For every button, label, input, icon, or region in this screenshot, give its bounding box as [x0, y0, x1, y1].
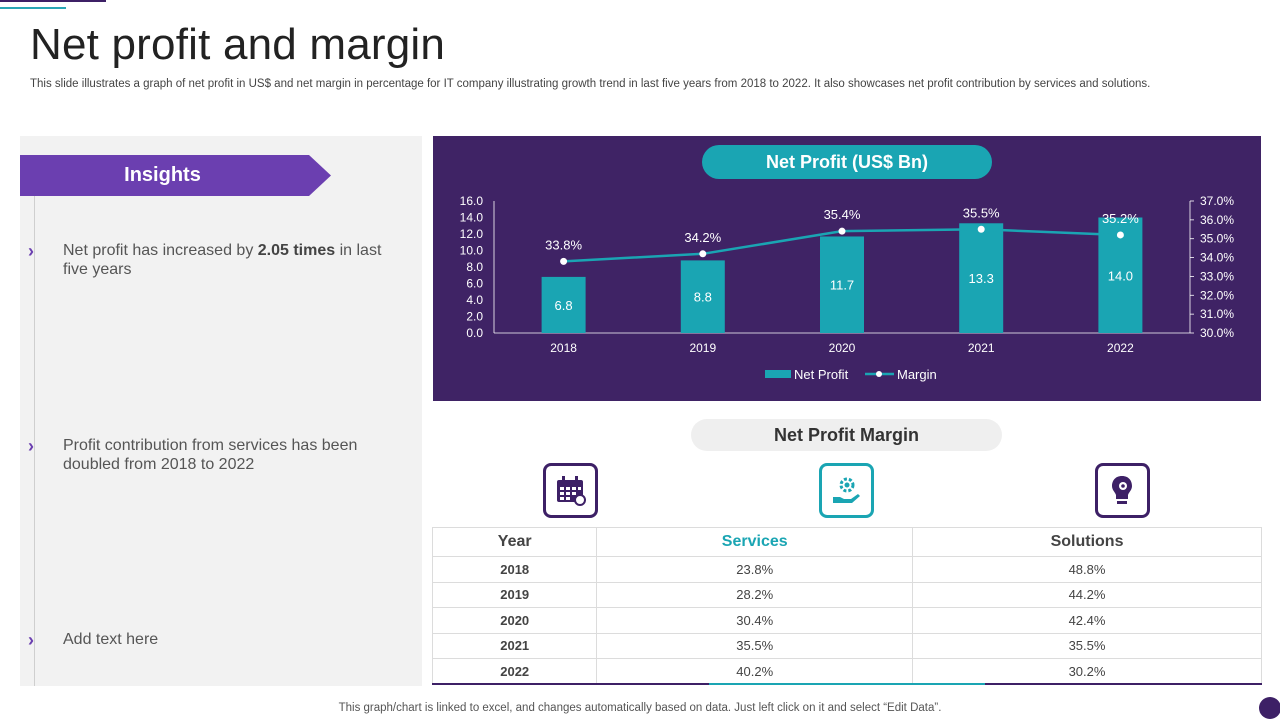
- table-row: 2018 23.8% 48.8%: [431, 556, 1262, 583]
- left-axis-tick-label: 4.0: [466, 293, 483, 307]
- bar-data-label: 6.8: [555, 298, 573, 313]
- net-profit-margin-table: Year Services Solutions 2018 23.8% 48.8%…: [431, 527, 1262, 685]
- header-year: Year: [431, 527, 598, 557]
- footer-note: This graph/chart is linked to excel, and…: [338, 702, 942, 714]
- chevron-right-icon: ›: [28, 630, 34, 650]
- left-axis-tick-label: 8.0: [466, 260, 483, 274]
- insight-text-1-start: Net profit has increased by: [63, 242, 258, 259]
- cell-solutions: 30.2%: [912, 658, 1262, 685]
- cell-services: 30.4%: [596, 607, 914, 634]
- corner-dot: [1259, 697, 1280, 719]
- x-axis-tick-label: 2018: [550, 341, 577, 355]
- insight-item-2: › Profit contribution from services has …: [28, 436, 393, 474]
- x-axis-tick-label: 2021: [968, 341, 995, 355]
- right-axis-tick-label: 34.0%: [1200, 251, 1234, 265]
- bar-data-label: 13.3: [969, 271, 994, 286]
- insights-heading: Insights: [124, 164, 201, 186]
- cell-year: 2022: [431, 658, 598, 685]
- margin-data-label: 33.8%: [545, 237, 582, 252]
- x-axis-tick-label: 2019: [689, 341, 716, 355]
- header-services: Services: [596, 527, 914, 557]
- margin-data-label: 35.4%: [824, 207, 861, 222]
- bar-data-label: 11.7: [830, 278, 854, 293]
- right-axis-tick-label: 31.0%: [1200, 307, 1234, 321]
- margin-point: [560, 257, 568, 265]
- left-axis-tick-label: 10.0: [460, 244, 484, 258]
- chart-title: Net Profit (US$ Bn): [702, 145, 992, 179]
- left-axis-tick-label: 14.0: [460, 211, 484, 225]
- left-axis-tick-label: 6.0: [466, 277, 483, 291]
- cell-services: 23.8%: [596, 556, 914, 583]
- bar-data-label: 8.8: [694, 290, 712, 305]
- left-axis-tick-label: 12.0: [460, 227, 484, 241]
- right-axis-tick-label: 36.0%: [1200, 213, 1234, 227]
- header-solutions: Solutions: [912, 527, 1262, 557]
- gear-hand-icon: [819, 463, 874, 518]
- insight-text-2: Profit contribution from services has be…: [63, 437, 358, 473]
- margin-data-label: 35.2%: [1102, 211, 1139, 226]
- right-axis-tick-label: 33.0%: [1200, 269, 1234, 283]
- table-row: 2022 40.2% 30.2%: [431, 658, 1262, 685]
- top-accent-line-teal: [0, 7, 66, 9]
- cell-solutions: 35.5%: [912, 632, 1262, 659]
- cell-year: 2018: [431, 556, 598, 583]
- table-row: 2021 35.5% 35.5%: [431, 632, 1262, 659]
- legend-marker-margin: [876, 371, 882, 377]
- insight-text-1-bold: 2.05 times: [257, 242, 336, 259]
- table-row: 2020 30.4% 42.4%: [431, 607, 1262, 634]
- left-axis-tick-label: 0.0: [466, 326, 483, 340]
- table-bottom-border-accent: [709, 683, 985, 685]
- cell-solutions: 42.4%: [912, 607, 1262, 634]
- margin-point: [1116, 231, 1124, 239]
- bar-data-label: 14.0: [1108, 268, 1133, 283]
- left-axis-tick-label: 2.0: [466, 310, 483, 324]
- bulb-gear-icon: [1095, 463, 1150, 518]
- insight-text-1-end: in last five years: [63, 242, 382, 278]
- insights-divider-line: [34, 196, 35, 686]
- legend-label-margin: Margin: [897, 367, 937, 382]
- top-accent-line: [0, 0, 106, 2]
- net-profit-chart[interactable]: 0.0 2.0 4.0 6.0 8.0 10.0 12.0 14.0 16.0 30.0% 31.0…: [433, 136, 1261, 401]
- margin-data-label: 34.2%: [684, 230, 721, 245]
- cell-year: 2021: [431, 632, 598, 659]
- x-axis-tick-label: 2022: [1107, 341, 1134, 355]
- margin-point: [699, 250, 707, 258]
- right-axis-tick-label: 32.0%: [1200, 288, 1234, 302]
- insight-text-3[interactable]: Add text here: [63, 631, 159, 648]
- insight-item-3: › Add text here: [28, 630, 393, 649]
- right-axis-tick-label: 30.0%: [1200, 326, 1234, 340]
- insights-panel: [20, 136, 422, 686]
- margin-point: [977, 225, 985, 233]
- legend-label-net-profit: Net Profit: [794, 367, 849, 382]
- insight-item-1: › Net profit has increased by 2.05 times…: [28, 241, 393, 279]
- chevron-right-icon: ›: [28, 436, 34, 456]
- insights-header-banner: Insights: [20, 155, 331, 196]
- margin-data-label: 35.5%: [963, 205, 1000, 220]
- calendar-icon: [543, 463, 598, 518]
- margin-point: [838, 227, 846, 235]
- x-axis-tick-label: 2020: [829, 341, 856, 355]
- legend-swatch-net-profit: [765, 370, 791, 378]
- bar-net-profit: [820, 236, 864, 333]
- insight-text-1: Net profit has increased by 2.05 times i…: [63, 241, 393, 279]
- chevron-right-icon: ›: [28, 241, 34, 261]
- net-profit-margin-title: Net Profit Margin: [691, 419, 1002, 451]
- right-axis-tick-label: 35.0%: [1200, 232, 1234, 246]
- table-header-row: Year Services Solutions: [431, 527, 1262, 557]
- cell-services: 28.2%: [596, 581, 914, 608]
- page-title: Net profit and margin: [30, 20, 446, 69]
- page-subtitle: This slide illustrates a graph of net pr…: [30, 78, 1151, 90]
- cell-solutions: 48.8%: [912, 556, 1262, 583]
- cell-services: 35.5%: [596, 632, 914, 659]
- bar-net-profit: [959, 223, 1004, 333]
- table-row: 2019 28.2% 44.2%: [431, 581, 1262, 608]
- cell-year: 2020: [431, 607, 598, 634]
- bar-net-profit: [541, 276, 586, 333]
- cell-solutions: 44.2%: [912, 581, 1262, 608]
- left-axis-tick-label: 16.0: [460, 194, 484, 208]
- bar-net-profit: [680, 260, 725, 333]
- cell-year: 2019: [431, 581, 598, 608]
- right-axis-tick-label: 37.0%: [1200, 194, 1234, 208]
- cell-services: 40.2%: [596, 658, 914, 685]
